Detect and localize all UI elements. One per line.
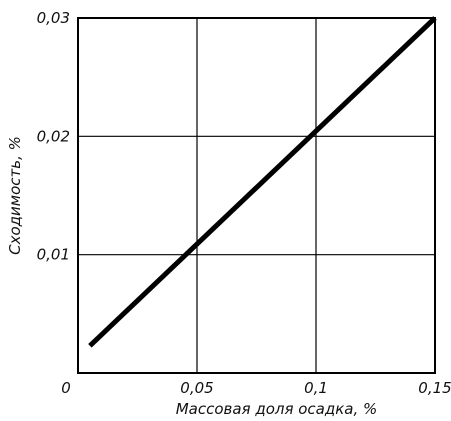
y-axis-label: Сходимость, %: [6, 136, 24, 255]
x-tick-label: 0,1: [304, 379, 328, 397]
x-axis-label: Массовая доля осадка, %: [176, 400, 378, 418]
grid: [78, 18, 435, 373]
y-tick-label: 0,03: [37, 9, 70, 27]
y-tick-label: 0,02: [37, 127, 70, 145]
x-tick-label: 0: [61, 379, 71, 397]
x-tick-label: 0,15: [418, 379, 451, 397]
series-layer: [88, 16, 437, 348]
tick-labels: 0 0,05 0,1 0,15 0,01 0,02 0,03: [37, 9, 451, 397]
x-tick-label: 0,05: [180, 379, 213, 397]
plot-frame: [77, 17, 436, 374]
y-tick-label: 0,01: [37, 246, 70, 264]
series-line: [88, 16, 437, 348]
